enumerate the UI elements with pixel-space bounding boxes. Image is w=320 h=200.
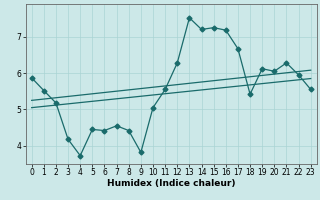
- X-axis label: Humidex (Indice chaleur): Humidex (Indice chaleur): [107, 179, 236, 188]
